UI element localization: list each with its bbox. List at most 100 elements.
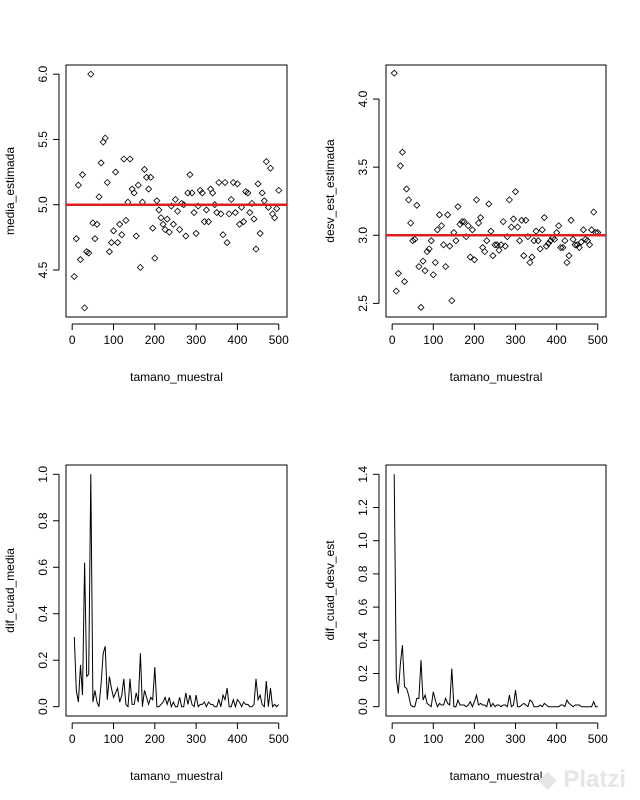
- data-point: [577, 238, 585, 246]
- data-point: [444, 211, 452, 219]
- x-tick-label: 500: [269, 732, 289, 746]
- data-point: [171, 195, 180, 204]
- data-point: [70, 272, 78, 281]
- y-tick-label: 1.4: [356, 466, 370, 483]
- data-point: [396, 162, 404, 170]
- data-point: [76, 255, 85, 264]
- data-point: [402, 185, 411, 193]
- y-tick-label: 4.0: [356, 90, 370, 107]
- data-point: [442, 263, 450, 271]
- data-point: [411, 235, 419, 243]
- data-point: [190, 208, 198, 217]
- chart-panel-3: 0 100 200 300 400 500 0.0 0.2 0.4 0.6 0.8 1.0 tamano…: [3, 464, 289, 783]
- data-point: [132, 232, 140, 240]
- data-point: [242, 188, 250, 196]
- data-point: [186, 171, 194, 179]
- data-point: [536, 245, 544, 253]
- x-axis-label: tamano_muestral: [450, 769, 543, 783]
- data-point: [497, 241, 505, 249]
- data-point: [229, 178, 237, 187]
- data-point: [472, 196, 481, 204]
- data-point: [74, 181, 82, 189]
- y-tick-label: 0.2: [356, 665, 370, 682]
- data-point: [429, 271, 437, 279]
- data-point: [542, 242, 550, 250]
- data-point: [103, 178, 111, 187]
- data-point: [145, 185, 153, 193]
- y-tick-label: 5.0: [36, 196, 50, 213]
- y-tick-label: 3.5: [356, 158, 370, 175]
- data-point: [192, 229, 200, 238]
- x-tick-label: 100: [103, 333, 123, 347]
- data-point: [248, 199, 256, 207]
- data-point: [87, 70, 95, 78]
- x-axis-label: tamano_muestral: [130, 769, 223, 783]
- data-point: [258, 189, 266, 197]
- data-point: [93, 220, 101, 228]
- data-point: [250, 215, 258, 223]
- data-point: [217, 210, 225, 218]
- data-point: [474, 219, 483, 227]
- data-point: [202, 206, 211, 214]
- data-point: [128, 185, 136, 193]
- data-point: [91, 235, 99, 243]
- data-point: [207, 185, 215, 193]
- data-point: [516, 237, 524, 245]
- data-point: [514, 223, 522, 231]
- data-point: [215, 178, 223, 187]
- data-point: [256, 229, 264, 238]
- y-tick-label: 5.5: [36, 131, 50, 148]
- data-point: [161, 225, 169, 234]
- x-tick-label: 300: [186, 333, 206, 347]
- data-point: [398, 148, 407, 156]
- data-point: [528, 253, 536, 261]
- data-point: [118, 231, 126, 239]
- y-tick-label: 4.5: [36, 261, 50, 278]
- data-point: [468, 226, 476, 234]
- x-tick-label: 100: [103, 732, 123, 746]
- y-tick-label: 6.0: [36, 65, 50, 82]
- data-point: [233, 180, 241, 188]
- plot-frame: [385, 64, 607, 318]
- data-point: [184, 189, 192, 197]
- y-axis-label: desv_est_estimada: [323, 139, 337, 243]
- x-tick-label: 0: [389, 333, 396, 347]
- data-point: [165, 228, 173, 236]
- series-line: [73, 474, 280, 709]
- data-point: [548, 234, 557, 242]
- data-point: [509, 215, 518, 223]
- x-tick-label: 0: [69, 333, 76, 347]
- data-point: [569, 235, 577, 243]
- data-point: [485, 200, 493, 208]
- data-point: [575, 243, 583, 252]
- data-point: [489, 252, 497, 260]
- data-point: [563, 258, 571, 267]
- data-point: [244, 189, 252, 197]
- data-point: [590, 208, 598, 216]
- y-tick-label: 0.0: [356, 698, 370, 715]
- chart-panel-2: 0 100 200 300 400 500 2.5 3.0 3.5 4.0 tamano_muest…: [323, 64, 608, 384]
- data-point: [440, 241, 448, 249]
- data-point: [415, 263, 423, 271]
- data-point: [105, 248, 113, 256]
- data-point: [140, 165, 149, 174]
- data-point: [223, 239, 231, 247]
- data-point: [275, 186, 283, 194]
- data-point: [417, 303, 425, 312]
- y-tick-label: 1.0: [36, 466, 50, 483]
- x-tick-label: 200: [464, 333, 484, 347]
- data-point: [271, 214, 279, 222]
- x-tick-label: 0: [69, 732, 76, 746]
- data-point: [567, 216, 575, 224]
- y-tick-label: 0.4: [36, 605, 50, 622]
- data-point: [182, 232, 190, 240]
- data-point: [409, 237, 417, 245]
- platzi-watermark: ◆ Platzi: [538, 766, 626, 793]
- data-point: [448, 297, 456, 305]
- data-point: [240, 218, 248, 226]
- data-point: [153, 197, 161, 205]
- data-point: [264, 203, 272, 211]
- series-line: [393, 474, 598, 709]
- data-point: [126, 155, 134, 163]
- data-point: [149, 224, 157, 232]
